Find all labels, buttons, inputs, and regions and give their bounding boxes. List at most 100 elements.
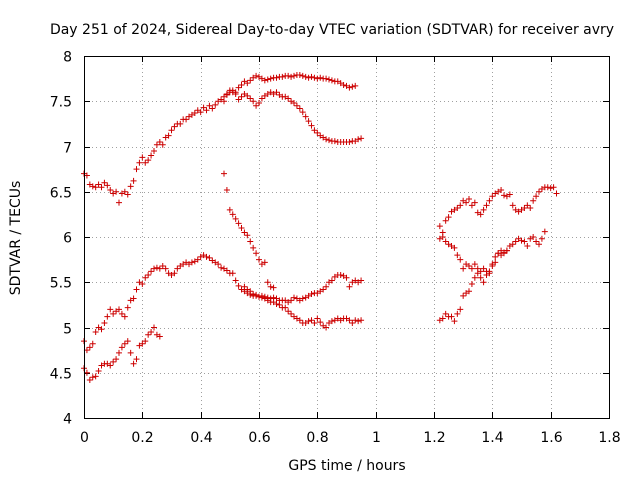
data-point xyxy=(165,132,172,139)
data-point xyxy=(314,75,321,82)
data-point xyxy=(107,306,114,313)
data-point xyxy=(509,241,516,248)
data-point xyxy=(153,264,160,271)
data-point xyxy=(311,319,318,326)
data-point xyxy=(538,235,545,242)
data-point xyxy=(308,291,315,298)
data-point xyxy=(533,238,540,245)
data-point xyxy=(530,197,537,204)
data-point xyxy=(477,274,484,281)
data-point xyxy=(486,270,493,277)
data-point xyxy=(285,72,292,79)
data-point xyxy=(89,183,96,190)
data-point xyxy=(460,265,467,272)
data-point xyxy=(442,217,449,224)
data-point xyxy=(346,138,353,145)
data-point xyxy=(503,247,510,254)
data-point xyxy=(291,72,297,79)
data-point xyxy=(328,318,335,325)
data-point xyxy=(256,256,262,263)
data-point xyxy=(197,109,204,116)
data-point xyxy=(518,237,525,244)
data-point xyxy=(308,73,315,80)
data-point xyxy=(174,265,181,272)
data-point xyxy=(127,183,134,190)
data-point xyxy=(89,340,96,347)
data-point xyxy=(145,157,152,164)
data-point xyxy=(148,329,155,336)
data-point xyxy=(86,376,93,383)
data-point xyxy=(498,186,505,193)
data-point xyxy=(468,265,475,272)
x-tick-label: 0.8 xyxy=(306,430,328,446)
data-point xyxy=(454,205,461,212)
data-point xyxy=(317,74,324,81)
data-points xyxy=(81,72,560,383)
data-point xyxy=(153,141,160,148)
data-point xyxy=(258,294,265,301)
data-point xyxy=(451,244,458,251)
data-point xyxy=(159,141,166,148)
x-tick-label: 1.2 xyxy=(423,430,445,446)
data-point xyxy=(206,254,213,261)
data-point xyxy=(331,138,338,145)
data-point xyxy=(355,318,362,325)
data-point xyxy=(501,192,507,199)
data-point xyxy=(267,283,274,290)
data-point xyxy=(471,261,478,268)
data-point xyxy=(218,264,225,271)
data-point xyxy=(279,73,286,80)
data-point xyxy=(480,265,487,272)
data-point xyxy=(110,310,117,317)
data-point xyxy=(483,202,490,209)
data-point xyxy=(326,76,332,83)
data-point xyxy=(212,101,219,108)
data-point xyxy=(314,315,321,322)
data-point xyxy=(521,205,528,212)
data-point xyxy=(536,241,542,248)
data-point xyxy=(288,297,295,304)
data-point xyxy=(235,84,242,91)
data-point xyxy=(95,367,102,374)
data-point xyxy=(436,223,443,230)
data-point xyxy=(299,295,306,302)
data-point xyxy=(118,344,125,351)
data-point xyxy=(223,91,230,98)
data-point xyxy=(139,154,146,161)
data-point xyxy=(156,333,163,340)
y-tick-label: 8 xyxy=(63,50,72,66)
data-point xyxy=(191,110,198,117)
data-point xyxy=(492,259,499,266)
data-point xyxy=(358,135,365,142)
data-point xyxy=(121,340,128,347)
data-point xyxy=(480,279,487,286)
data-point xyxy=(104,182,111,189)
data-point xyxy=(530,234,537,240)
data-point xyxy=(448,313,455,320)
data-point xyxy=(110,358,117,365)
y-tick-label: 5 xyxy=(63,322,72,338)
chart-title: Day 251 of 2024, Sidereal Day-to-day VTE… xyxy=(50,22,614,38)
data-point xyxy=(311,74,318,81)
data-point xyxy=(454,252,461,259)
data-point xyxy=(466,262,472,269)
x-tick-label: 0.4 xyxy=(190,430,212,446)
data-point xyxy=(133,166,140,173)
data-point xyxy=(229,211,236,218)
data-point xyxy=(159,262,166,269)
data-point xyxy=(343,274,350,281)
data-point xyxy=(156,138,163,145)
data-point xyxy=(151,148,157,155)
data-point xyxy=(256,293,262,300)
x-axis-label: GPS time / hours xyxy=(288,458,405,474)
data-point xyxy=(326,137,332,144)
data-point xyxy=(101,179,108,186)
data-point xyxy=(323,283,330,290)
data-point xyxy=(232,91,239,98)
data-point xyxy=(270,284,277,291)
data-point xyxy=(121,313,128,320)
data-point xyxy=(232,277,239,284)
data-point xyxy=(320,286,327,293)
data-point xyxy=(113,356,120,363)
data-point xyxy=(506,191,513,198)
